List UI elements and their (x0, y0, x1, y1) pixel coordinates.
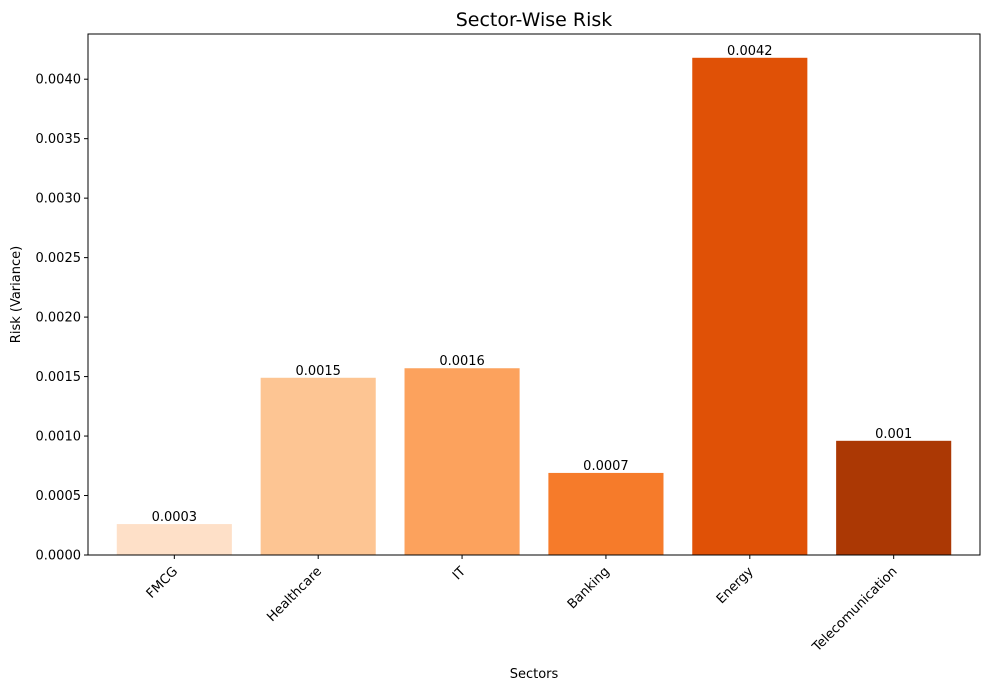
bar-energy (692, 57, 808, 556)
data-label-energy: 0.0042 (727, 44, 773, 59)
x-tick-label: Healthcare (264, 564, 325, 625)
x-tick-label: FMCG (144, 564, 181, 601)
bar-banking (548, 472, 664, 555)
bars-layer (116, 57, 952, 556)
x-axis: FMCG Healthcare IT Banking Energy Telecomunic… (144, 555, 901, 656)
y-axis: 0.0000 0.0005 0.0010 0.0015 0.0020 0.0025 0.00… (36, 73, 88, 564)
x-tick-label: Telecomunication (809, 564, 900, 655)
x-axis-label: Sectors (510, 667, 559, 682)
y-tick-label: 0.0020 (36, 311, 82, 326)
y-tick-label: 0.0000 (36, 549, 82, 564)
data-label-telecomunication: 0.001 (875, 427, 912, 442)
bar-healthcare (260, 377, 376, 555)
data-label-it: 0.0016 (439, 354, 485, 369)
data-label-healthcare: 0.0015 (295, 364, 341, 379)
y-tick-label: 0.0015 (36, 370, 82, 385)
y-tick-label: 0.0030 (36, 192, 82, 207)
data-label-fmcg: 0.0003 (152, 510, 198, 525)
y-tick-label: 0.0040 (36, 73, 82, 88)
y-tick-label: 0.0005 (36, 489, 82, 504)
y-tick-label: 0.0010 (36, 430, 82, 445)
data-labels: 0.0003 0.0015 0.0016 0.0007 0.0042 0.001 (152, 44, 913, 525)
y-tick-label: 0.0025 (36, 251, 82, 266)
x-tick-label: Energy (714, 564, 757, 607)
bar-telecomunication (836, 440, 952, 555)
bar-fmcg (116, 524, 232, 555)
chart-title: Sector-Wise Risk (456, 9, 613, 31)
data-label-banking: 0.0007 (583, 459, 629, 474)
x-tick-label: IT (450, 564, 469, 583)
x-tick-label: Banking (565, 564, 613, 612)
y-tick-label: 0.0035 (36, 132, 82, 147)
plot-frame (87, 33, 981, 556)
y-axis-label: Risk (Variance) (9, 246, 24, 343)
bar-it (404, 368, 520, 555)
